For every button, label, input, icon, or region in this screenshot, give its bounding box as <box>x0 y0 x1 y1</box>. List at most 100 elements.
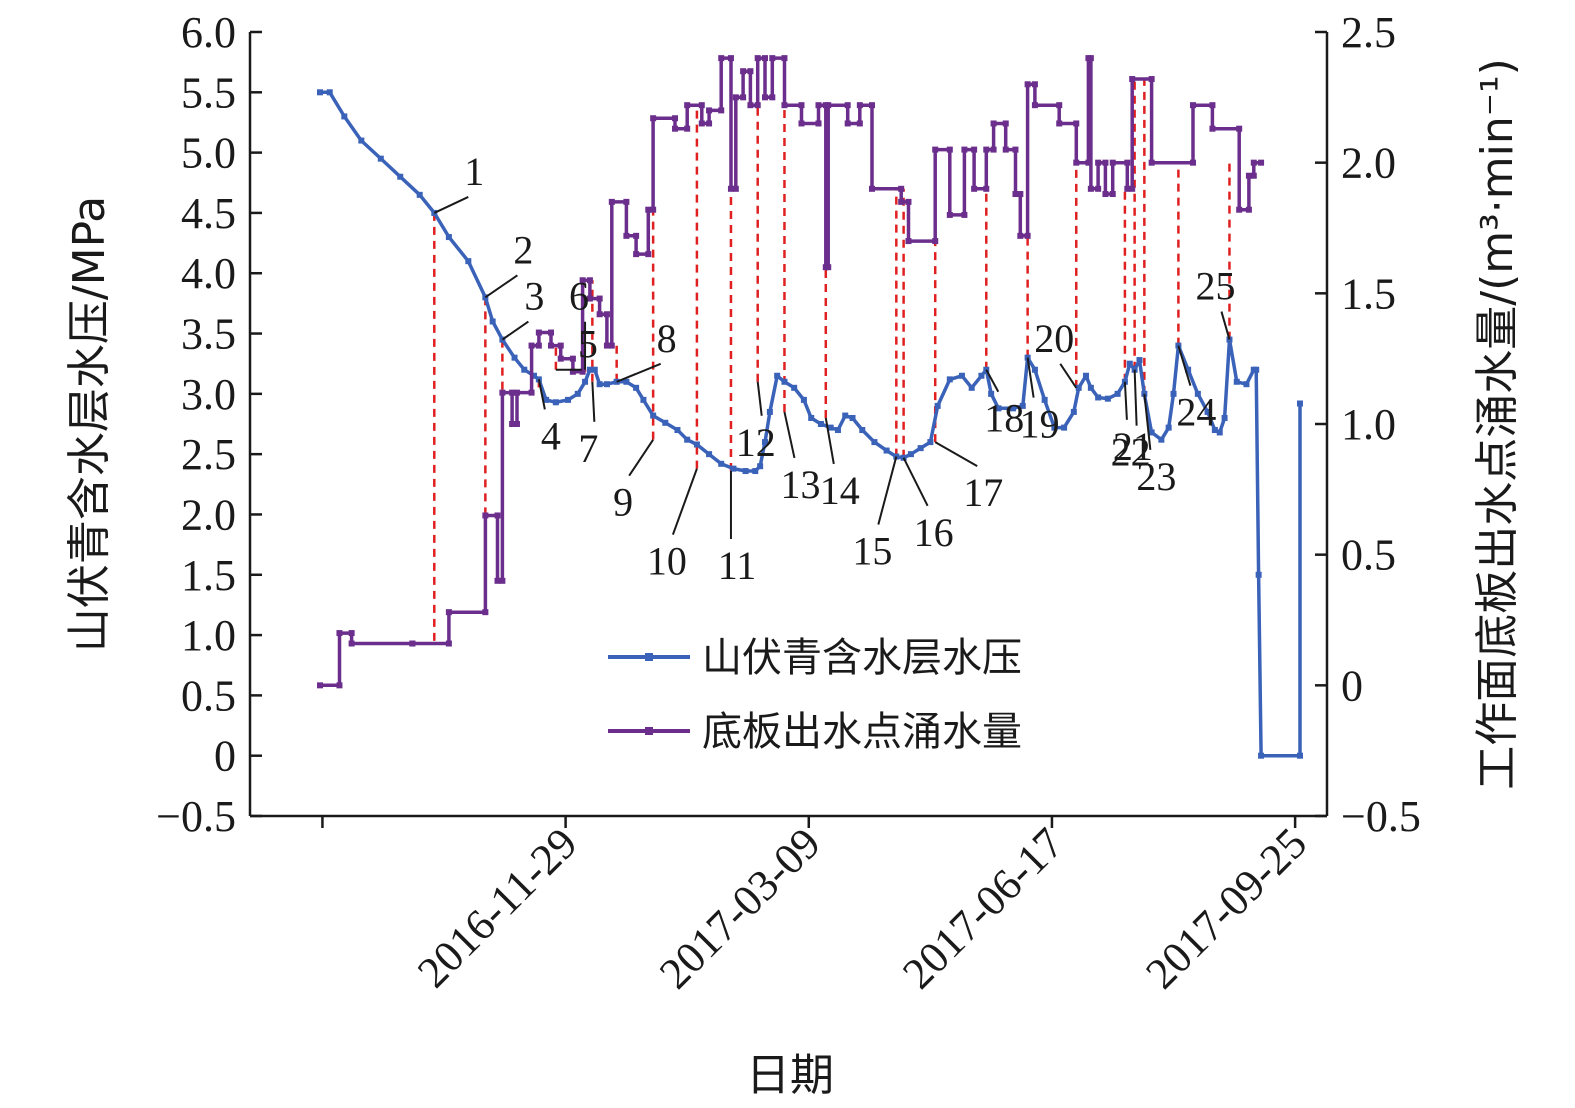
data-point <box>650 115 657 122</box>
data-point <box>968 384 975 391</box>
data-point <box>1126 360 1133 367</box>
marker-label: 10 <box>647 539 687 584</box>
data-point <box>946 146 953 153</box>
data-point <box>1012 146 1019 153</box>
data-point <box>1209 125 1216 132</box>
data-point <box>579 277 586 284</box>
marker-leader <box>1059 363 1078 389</box>
legend-label-pressure: 山伏青含水层水压 <box>702 635 1022 681</box>
marker-6: 6 <box>569 274 589 370</box>
data-point <box>596 295 603 302</box>
data-point <box>1085 159 1092 166</box>
y-tick-label: 0 <box>214 732 236 781</box>
marker-1: 1 <box>433 149 484 214</box>
y2-tick-label: 2.0 <box>1341 139 1396 188</box>
marker-22: 22 <box>1111 369 1151 475</box>
series-inflow <box>317 55 1265 689</box>
right-y-axis-title: 工作面底板出水点涌水量/(m³·min⁻¹) <box>1472 58 1523 789</box>
x-ticks: 2016-11-29 2017-03-09 2017-06-17 2017-09-25 <box>321 816 1316 998</box>
data-point <box>946 376 953 383</box>
data-point <box>834 427 841 434</box>
data-point <box>718 55 725 62</box>
marker-3: 3 <box>501 274 544 341</box>
data-point <box>672 125 679 132</box>
data-point <box>932 146 939 153</box>
data-point <box>674 427 681 434</box>
data-point <box>706 120 713 127</box>
data-point <box>557 355 564 362</box>
data-point <box>1189 102 1196 109</box>
data-point <box>1236 125 1243 132</box>
data-point <box>1109 191 1116 198</box>
marker-12: 12 <box>736 381 776 465</box>
marker-label: 25 <box>1195 264 1235 309</box>
data-point <box>781 102 788 109</box>
data-point <box>535 329 542 336</box>
y-tick-label: 2.0 <box>181 490 236 539</box>
marker-label: 16 <box>914 510 954 555</box>
data-point <box>844 120 851 127</box>
data-point <box>932 238 939 245</box>
data-point <box>730 465 737 472</box>
data-point <box>1024 232 1031 239</box>
data-point <box>521 366 528 373</box>
data-point <box>1148 159 1155 166</box>
data-point <box>494 512 501 519</box>
data-point <box>1002 146 1009 153</box>
data-point <box>798 120 805 127</box>
data-point <box>698 102 705 109</box>
y-tick-label: 5.0 <box>181 129 236 178</box>
data-point <box>552 399 559 406</box>
data-point <box>800 396 807 403</box>
data-point <box>445 609 452 616</box>
marker-leader <box>1123 381 1128 420</box>
data-point <box>358 137 365 144</box>
marker-9: 9 <box>613 439 654 525</box>
data-point <box>377 155 384 162</box>
data-point <box>317 682 323 689</box>
data-point <box>766 408 773 415</box>
data-point <box>535 342 542 349</box>
data-point <box>1031 102 1038 109</box>
data-point <box>557 342 564 349</box>
data-point <box>445 234 452 241</box>
data-point <box>727 55 734 62</box>
y2-tick-label: 1.0 <box>1341 400 1396 449</box>
data-point <box>1129 76 1136 83</box>
data-point <box>1061 424 1068 431</box>
marker-leader <box>671 468 698 535</box>
data-point <box>603 342 610 349</box>
data-point <box>645 206 652 213</box>
y-tick-label: 5.5 <box>181 68 236 117</box>
data-point <box>1185 366 1192 373</box>
marker-label: 1 <box>464 149 484 194</box>
marker-leader <box>537 379 546 410</box>
legend-marker-inflow <box>645 727 653 735</box>
data-point <box>640 396 647 403</box>
marker-8: 8 <box>616 316 677 383</box>
data-point <box>1250 172 1257 179</box>
marker-label: 2 <box>513 227 533 272</box>
data-point <box>1148 429 1155 436</box>
marker-label: 15 <box>852 529 892 574</box>
data-point <box>718 460 725 467</box>
marker-label: 24 <box>1176 390 1216 435</box>
data-point <box>530 372 537 379</box>
data-point <box>762 94 769 101</box>
data-point <box>1114 390 1121 397</box>
marker-20: 20 <box>1034 316 1078 389</box>
marker-leader <box>877 456 898 525</box>
data-point <box>698 120 705 127</box>
marker-label: 19 <box>1020 402 1060 447</box>
left-y-axis-title: 山伏青含水层水压/MPa <box>64 196 115 652</box>
data-point <box>623 198 630 205</box>
data-point <box>528 389 535 396</box>
marker-label: 18 <box>984 396 1024 441</box>
data-point <box>1148 76 1155 83</box>
data-point <box>341 113 348 120</box>
data-point <box>978 372 985 379</box>
marker-leader <box>756 381 763 416</box>
y-tick-label: 3.0 <box>181 370 236 419</box>
data-point <box>608 342 615 349</box>
